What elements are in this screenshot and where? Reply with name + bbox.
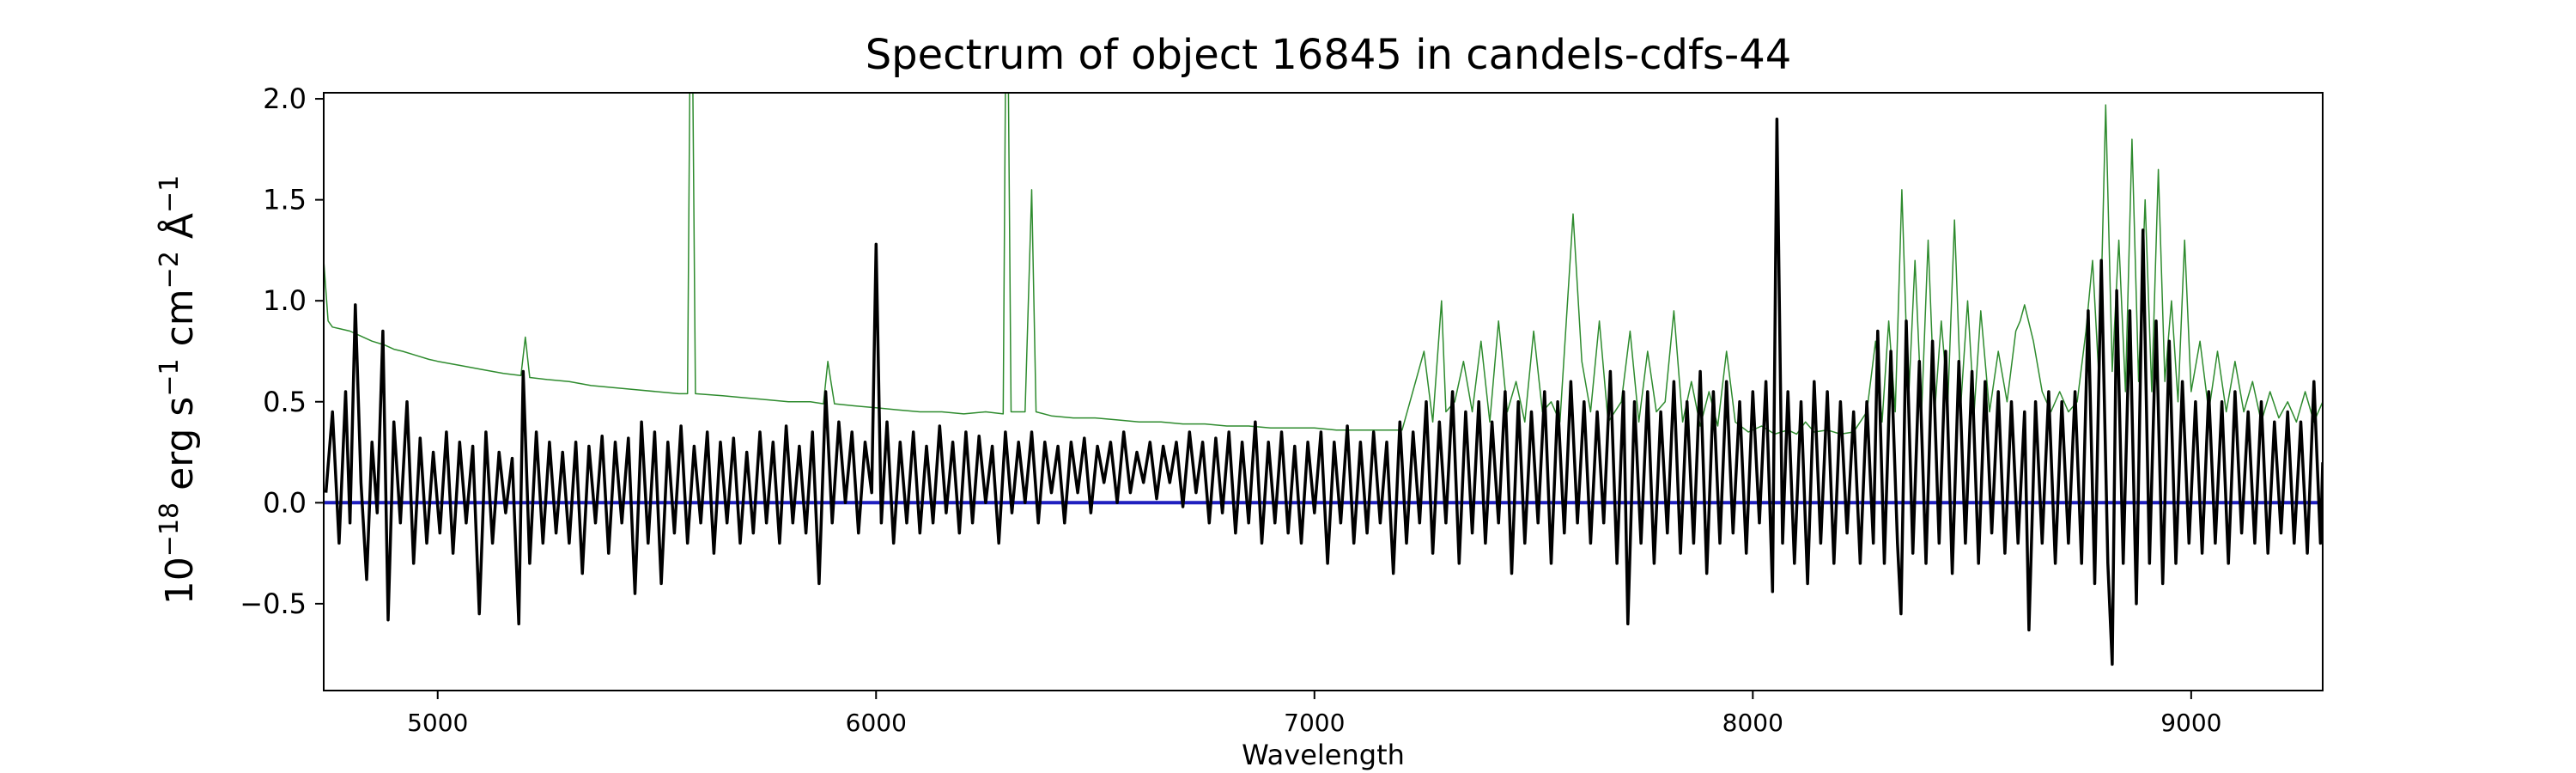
y-axis-label-exp4: −1 [155, 175, 185, 213]
x-tick-label: 6000 [846, 709, 907, 737]
y-axis-label-mid1: erg s [158, 397, 202, 502]
series-error-line [324, 93, 2323, 435]
series-flux-line [324, 117, 2323, 666]
y-axis-label-mid3: Å [156, 213, 202, 251]
y-tick-label: 1.5 [263, 184, 307, 216]
y-axis: −0.5 0.0 0.5 1.0 1.5 2.0 [240, 82, 324, 620]
y-axis-label-exp3: −2 [155, 251, 185, 289]
series-layer [324, 93, 2323, 666]
x-tick-label: 9000 [2160, 709, 2221, 737]
x-axis-label: Wavelength [1242, 739, 1405, 771]
x-axis: 5000 6000 7000 8000 9000 [407, 691, 2221, 737]
y-tick-label: 0.0 [263, 486, 307, 519]
y-axis-label-exp1: −18 [155, 502, 185, 557]
plot-frame [323, 92, 2324, 691]
x-tick-label: 8000 [1722, 709, 1783, 737]
x-tick-label: 7000 [1284, 709, 1345, 737]
y-tick-label: 2.0 [263, 82, 307, 115]
y-tick-label: −0.5 [240, 587, 307, 620]
y-tick-label: 0.5 [263, 386, 307, 418]
y-axis-label-mid2: cm [158, 289, 202, 358]
y-axis-label-base: 10 [158, 557, 202, 605]
y-axis-label: 10−18 erg s−1 cm−2 Å−1 [155, 175, 203, 605]
x-tick-label: 5000 [407, 709, 468, 737]
chart-title: Spectrum of object 16845 in candels-cdfs… [866, 31, 1792, 79]
y-tick-label: 1.0 [263, 284, 307, 317]
y-axis-label-exp2: −1 [155, 358, 185, 396]
